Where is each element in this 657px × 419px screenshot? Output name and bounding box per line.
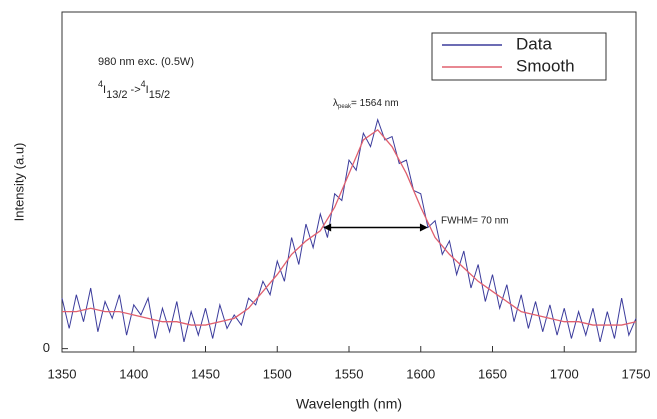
x-tick-label: 1700 [550,366,579,381]
y-axis-title: Intensity (a.u) [11,143,26,222]
legend-box [431,32,607,81]
data-line [62,128,637,326]
sub: 15/2 [149,89,170,101]
x-tick-label: 1500 [263,366,292,381]
legend-label: Smooth [516,56,575,75]
sup: 4 [141,79,146,89]
arrow-head [323,223,332,232]
peak-sub: peak [338,104,352,110]
arrow-text: -> [128,84,141,96]
term: I [103,84,106,96]
legend-label: Data [516,34,552,53]
data-line [61,118,637,343]
x-tick-label: 1350 [48,366,77,381]
x-axis-title: Wavelength (nm) [296,396,402,412]
y-tick-label: 0 [43,340,50,355]
arrow-head [419,223,428,232]
x-tick-label: 1600 [406,366,435,381]
peak-value: = 1564 nm [351,98,399,109]
sub: 13/2 [106,89,127,101]
x-tick-label: 1450 [191,366,220,381]
peak-label: λpeak= 1564 nm [333,98,399,110]
sup: 4 [98,79,103,89]
x-tick-label: 1750 [622,366,651,381]
x-tick-label: 1400 [119,366,148,381]
term: I [146,84,149,96]
x-tick-label: 1550 [335,366,364,381]
excitation-note: 980 nm exc. (0.5W) [98,56,194,68]
x-tick-label: 1650 [478,366,507,381]
lambda: λ [333,98,338,109]
fwhm-label: FWHM= 70 nm [441,216,509,227]
transition-note: 4I13/2 ->4I15/2 [98,79,170,101]
